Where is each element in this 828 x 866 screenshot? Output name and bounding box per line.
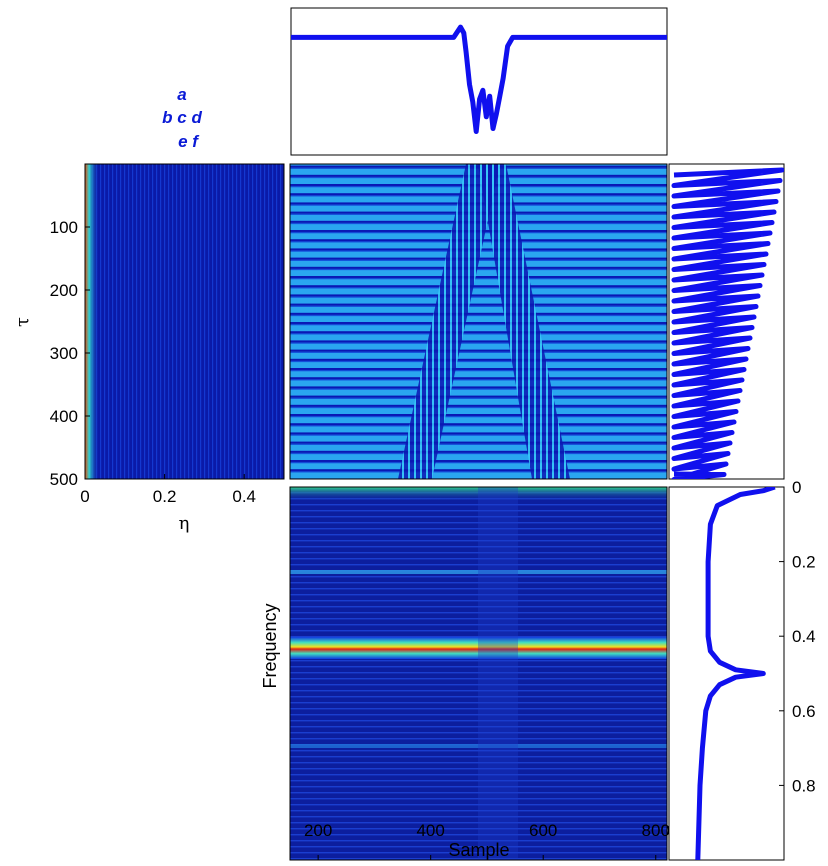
bottom-panel: 200 400 600 800 Sample Frequency bbox=[260, 486, 670, 861]
top-panel bbox=[290, 7, 668, 156]
bottom-panel-band-570 bbox=[290, 570, 667, 574]
br-ytick-label: 0.4 bbox=[792, 627, 816, 646]
bottom-panel-vertical-streak bbox=[478, 487, 518, 860]
bottom-xtick-label: 800 bbox=[642, 821, 670, 840]
top-panel-line bbox=[291, 24, 667, 134]
left-panel-ticks: 0 0.2 0.4 100 200 300 400 500 bbox=[50, 218, 256, 506]
bottom-panel-top-band bbox=[290, 487, 667, 501]
center-panel-diagonal-left bbox=[398, 164, 500, 479]
left-ytick-label: 300 bbox=[50, 344, 78, 363]
left-panel-heatmap bbox=[85, 164, 284, 479]
top-panel-frame bbox=[290, 7, 668, 156]
left-xtick-label: 0.4 bbox=[232, 487, 256, 506]
br-ytick-label: 0 bbox=[792, 478, 801, 497]
bottom-right-panel: 0 0.2 0.4 0.6 0.8 bbox=[668, 478, 816, 861]
legend-row-3: e f bbox=[178, 132, 200, 151]
bottom-xtick-label: 600 bbox=[529, 821, 557, 840]
center-panel-diagonal-right bbox=[478, 164, 570, 479]
center-panel-frame bbox=[289, 163, 668, 480]
legend-block: a b c d e f bbox=[162, 85, 202, 151]
bottom-xtick-label: 200 bbox=[304, 821, 332, 840]
bottom-panel-xlabel: Sample bbox=[448, 840, 509, 860]
left-panel-frame bbox=[84, 163, 285, 480]
left-ytick-label: 500 bbox=[50, 470, 78, 489]
bottom-panel-ylabel: Frequency bbox=[260, 603, 280, 688]
legend-row-2: b c d bbox=[162, 108, 202, 127]
right-panel bbox=[668, 163, 785, 480]
right-panel-line bbox=[671, 167, 784, 479]
left-panel-edge-glow bbox=[85, 164, 99, 479]
br-ytick-label: 0.2 bbox=[792, 553, 816, 572]
bottom-right-panel-ticks: 0 0.2 0.4 0.6 0.8 bbox=[779, 478, 816, 795]
bottom-right-panel-line bbox=[695, 487, 776, 860]
left-panel-xlabel: η bbox=[179, 513, 190, 534]
br-ytick-label: 0.8 bbox=[792, 776, 816, 795]
left-ytick-label: 100 bbox=[50, 218, 78, 237]
bottom-panel-band-745 bbox=[290, 744, 667, 748]
bottom-panel-heatmap bbox=[290, 487, 667, 860]
br-ytick-label: 0.6 bbox=[792, 702, 816, 721]
bottom-panel-frame bbox=[289, 486, 668, 861]
left-panel-ylabel: τ bbox=[12, 317, 33, 327]
left-panel: 0 0.2 0.4 100 200 300 400 500 η τ bbox=[12, 163, 285, 534]
bottom-panel-ticks: 200 400 600 800 bbox=[304, 821, 670, 860]
bottom-panel-peak-band bbox=[290, 637, 667, 659]
left-xtick-label: 0 bbox=[80, 487, 89, 506]
bottom-right-panel-frame bbox=[668, 486, 785, 861]
center-panel bbox=[289, 163, 668, 480]
legend-row-1: a bbox=[177, 85, 186, 104]
bottom-xtick-label: 400 bbox=[416, 821, 444, 840]
left-ytick-label: 400 bbox=[50, 407, 78, 426]
left-xtick-label: 0.2 bbox=[153, 487, 177, 506]
left-ytick-label: 200 bbox=[50, 281, 78, 300]
